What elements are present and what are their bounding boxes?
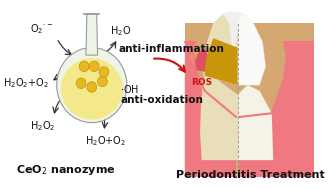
Polygon shape (223, 12, 241, 80)
Ellipse shape (87, 82, 97, 92)
Polygon shape (192, 42, 284, 177)
Polygon shape (223, 12, 266, 85)
Polygon shape (185, 23, 315, 177)
Polygon shape (205, 38, 238, 85)
Ellipse shape (61, 58, 123, 120)
Text: ROS: ROS (191, 78, 212, 87)
Text: anti-inflammation: anti-inflammation (118, 44, 224, 54)
Text: H$_2$O+O$_2$: H$_2$O+O$_2$ (85, 135, 126, 148)
Polygon shape (203, 14, 238, 85)
Polygon shape (239, 42, 315, 177)
Ellipse shape (57, 48, 127, 123)
Ellipse shape (76, 78, 86, 88)
Polygon shape (185, 42, 236, 177)
Ellipse shape (97, 76, 107, 87)
Text: anti-oxidation: anti-oxidation (121, 95, 203, 105)
Ellipse shape (79, 61, 89, 72)
Polygon shape (195, 48, 209, 72)
Ellipse shape (89, 61, 99, 72)
Text: CeO$_2$ nanozyme: CeO$_2$ nanozyme (16, 163, 116, 177)
Text: $\cdot$OH: $\cdot$OH (120, 83, 139, 95)
Text: H$_2$O$_2$+O$_2$: H$_2$O$_2$+O$_2$ (3, 76, 49, 90)
Text: H$_2$O: H$_2$O (110, 24, 131, 38)
Text: Periodontitis Treatment: Periodontitis Treatment (176, 170, 325, 180)
Polygon shape (86, 14, 97, 55)
Polygon shape (238, 85, 273, 160)
Polygon shape (200, 72, 238, 160)
Ellipse shape (99, 67, 109, 77)
Text: O$_2$$^{\cdot -}$: O$_2$$^{\cdot -}$ (30, 22, 53, 36)
Text: H$_2$O$_2$: H$_2$O$_2$ (30, 119, 56, 133)
